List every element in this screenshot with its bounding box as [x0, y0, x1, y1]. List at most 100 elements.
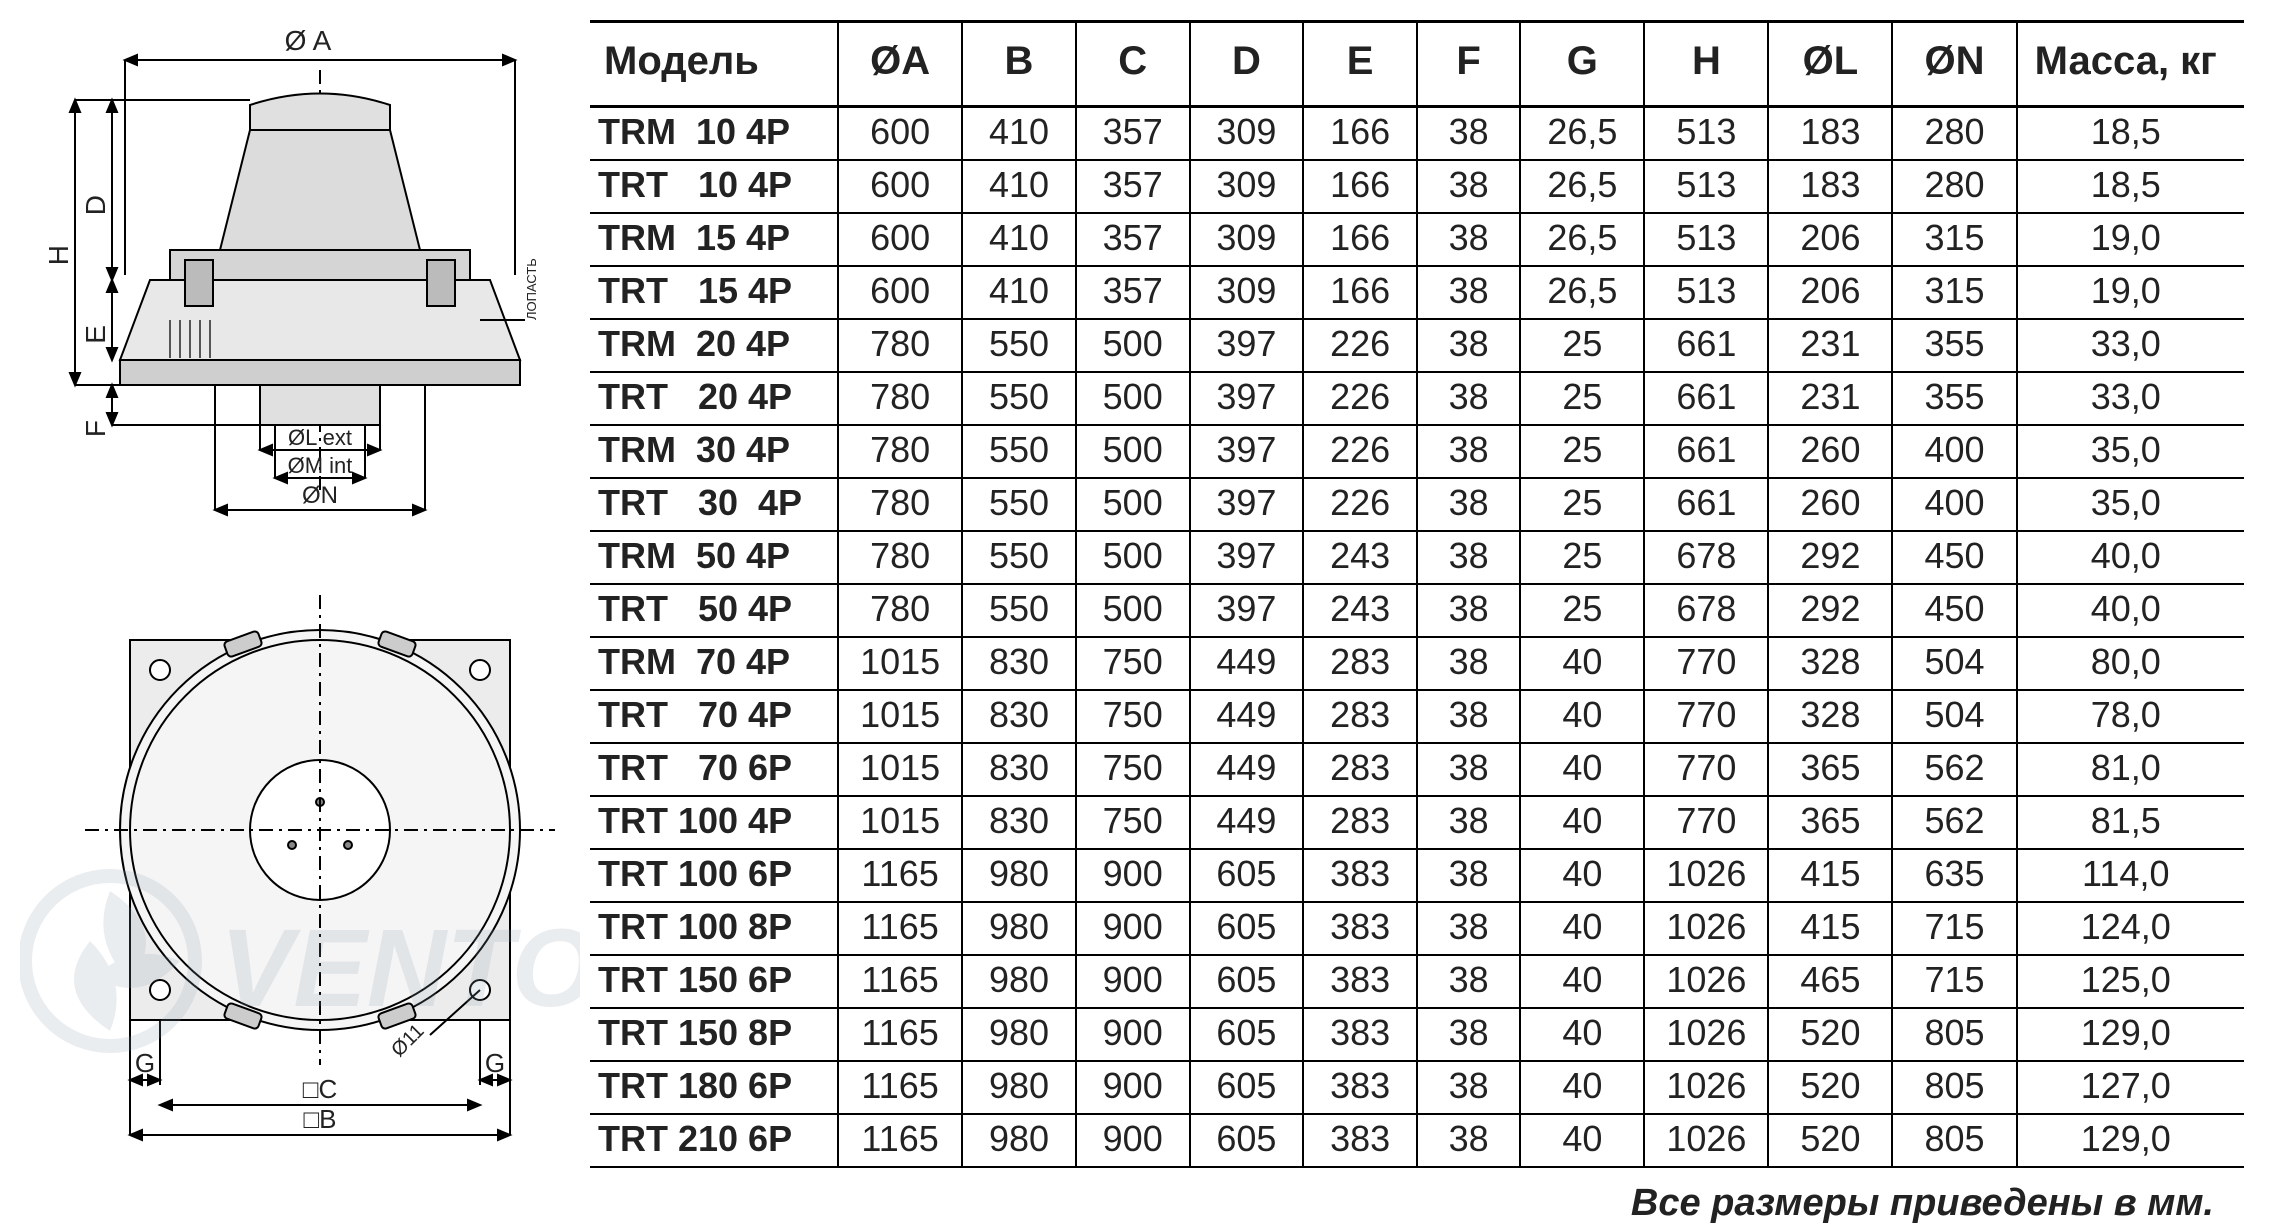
- label-f: F: [80, 420, 111, 437]
- table-row: TRT 210 6P116598090060538338401026520805…: [590, 1114, 2244, 1167]
- model-cell: TRT 180 6P: [590, 1061, 838, 1114]
- value-cell: 750: [1076, 796, 1190, 849]
- value-cell: 355: [1892, 372, 2016, 425]
- table-row: TRT 150 6P116598090060538338401026465715…: [590, 955, 2244, 1008]
- model-cell: TRT 70 4P: [590, 690, 838, 743]
- value-cell: 661: [1644, 372, 1768, 425]
- value-cell: 125,0: [2017, 955, 2244, 1008]
- value-cell: 309: [1190, 160, 1304, 213]
- value-cell: 38: [1417, 213, 1520, 266]
- col-header: C: [1076, 22, 1190, 107]
- table-row: TRT 70 6P1015830750449283384077036556281…: [590, 743, 2244, 796]
- value-cell: 500: [1076, 425, 1190, 478]
- model-cell: TRT 50 4P: [590, 584, 838, 637]
- value-cell: 397: [1190, 478, 1304, 531]
- col-header: H: [1644, 22, 1768, 107]
- model-cell: TRM 10 4P: [590, 107, 838, 161]
- value-cell: 562: [1892, 743, 2016, 796]
- value-cell: 38: [1417, 107, 1520, 161]
- value-cell: 365: [1768, 796, 1892, 849]
- value-cell: 980: [962, 849, 1076, 902]
- value-cell: 520: [1768, 1061, 1892, 1114]
- col-header: G: [1520, 22, 1644, 107]
- value-cell: 40: [1520, 902, 1644, 955]
- value-cell: 166: [1303, 266, 1417, 319]
- value-cell: 283: [1303, 743, 1417, 796]
- value-cell: 38: [1417, 478, 1520, 531]
- model-cell: TRT 150 8P: [590, 1008, 838, 1061]
- value-cell: 900: [1076, 1114, 1190, 1167]
- value-cell: 449: [1190, 743, 1304, 796]
- value-cell: 900: [1076, 849, 1190, 902]
- value-cell: 292: [1768, 531, 1892, 584]
- value-cell: 40,0: [2017, 584, 2244, 637]
- value-cell: 40: [1520, 690, 1644, 743]
- value-cell: 309: [1190, 213, 1304, 266]
- value-cell: 280: [1892, 160, 2016, 213]
- value-cell: 383: [1303, 849, 1417, 902]
- value-cell: 805: [1892, 1008, 2016, 1061]
- value-cell: 25: [1520, 319, 1644, 372]
- value-cell: 315: [1892, 213, 2016, 266]
- model-cell: TRM 70 4P: [590, 637, 838, 690]
- value-cell: 40: [1520, 1061, 1644, 1114]
- value-cell: 600: [838, 266, 962, 319]
- value-cell: 400: [1892, 478, 2016, 531]
- value-cell: 980: [962, 1061, 1076, 1114]
- col-header: E: [1303, 22, 1417, 107]
- label-g-left: G: [135, 1048, 155, 1078]
- value-cell: 1165: [838, 955, 962, 1008]
- label-dia-a: Ø A: [285, 25, 332, 56]
- value-cell: 18,5: [2017, 160, 2244, 213]
- model-cell: TRT 100 4P: [590, 796, 838, 849]
- value-cell: 1026: [1644, 902, 1768, 955]
- value-cell: 605: [1190, 902, 1304, 955]
- value-cell: 206: [1768, 213, 1892, 266]
- value-cell: 715: [1892, 955, 2016, 1008]
- value-cell: 770: [1644, 637, 1768, 690]
- table-header-row: МодельØABCDEFGHØLØNМасса, кг: [590, 22, 2244, 107]
- value-cell: 600: [838, 160, 962, 213]
- value-cell: 780: [838, 478, 962, 531]
- value-cell: 605: [1190, 1061, 1304, 1114]
- value-cell: 383: [1303, 1061, 1417, 1114]
- value-cell: 400: [1892, 425, 2016, 478]
- label-blade: ЛОПАСТЬ: [524, 258, 539, 320]
- value-cell: 410: [962, 160, 1076, 213]
- value-cell: 450: [1892, 584, 2016, 637]
- value-cell: 550: [962, 319, 1076, 372]
- value-cell: 365: [1768, 743, 1892, 796]
- value-cell: 114,0: [2017, 849, 2244, 902]
- value-cell: 550: [962, 478, 1076, 531]
- model-cell: TRT 100 6P: [590, 849, 838, 902]
- value-cell: 550: [962, 425, 1076, 478]
- value-cell: 780: [838, 319, 962, 372]
- value-cell: 504: [1892, 690, 2016, 743]
- col-header: B: [962, 22, 1076, 107]
- label-h: H: [43, 245, 74, 265]
- value-cell: 1026: [1644, 1114, 1768, 1167]
- value-cell: 450: [1892, 531, 2016, 584]
- value-cell: 38: [1417, 372, 1520, 425]
- value-cell: 206: [1768, 266, 1892, 319]
- value-cell: 357: [1076, 213, 1190, 266]
- value-cell: 309: [1190, 266, 1304, 319]
- value-cell: 500: [1076, 319, 1190, 372]
- value-cell: 315: [1892, 266, 2016, 319]
- value-cell: 504: [1892, 637, 2016, 690]
- value-cell: 805: [1892, 1114, 2016, 1167]
- col-header: ØL: [1768, 22, 1892, 107]
- value-cell: 780: [838, 584, 962, 637]
- value-cell: 980: [962, 1114, 1076, 1167]
- value-cell: 397: [1190, 425, 1304, 478]
- value-cell: 26,5: [1520, 213, 1644, 266]
- model-cell: TRT 210 6P: [590, 1114, 838, 1167]
- value-cell: 26,5: [1520, 160, 1644, 213]
- value-cell: 357: [1076, 107, 1190, 161]
- col-header: ØA: [838, 22, 962, 107]
- value-cell: 38: [1417, 743, 1520, 796]
- value-cell: 513: [1644, 160, 1768, 213]
- value-cell: 410: [962, 266, 1076, 319]
- value-cell: 900: [1076, 902, 1190, 955]
- value-cell: 35,0: [2017, 425, 2244, 478]
